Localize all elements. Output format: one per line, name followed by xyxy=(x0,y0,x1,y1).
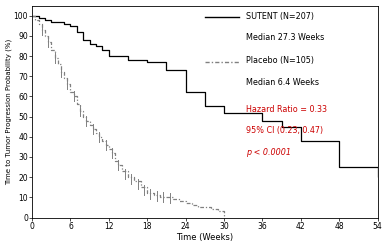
Text: Placebo (N=105): Placebo (N=105) xyxy=(246,57,314,65)
Text: Median 6.4 Weeks: Median 6.4 Weeks xyxy=(246,78,319,87)
Text: p < 0.0001: p < 0.0001 xyxy=(246,148,291,156)
Text: Median 27.3 Weeks: Median 27.3 Weeks xyxy=(246,33,324,42)
Y-axis label: Time to Tumor Progression Probability (%): Time to Tumor Progression Probability (%… xyxy=(5,38,12,185)
Text: 95% CI (0.23, 0.47): 95% CI (0.23, 0.47) xyxy=(246,126,324,135)
X-axis label: Time (Weeks): Time (Weeks) xyxy=(176,233,234,243)
Text: SUTENT (N=207): SUTENT (N=207) xyxy=(246,12,314,21)
Text: Hazard Ratio = 0.33: Hazard Ratio = 0.33 xyxy=(246,105,327,114)
